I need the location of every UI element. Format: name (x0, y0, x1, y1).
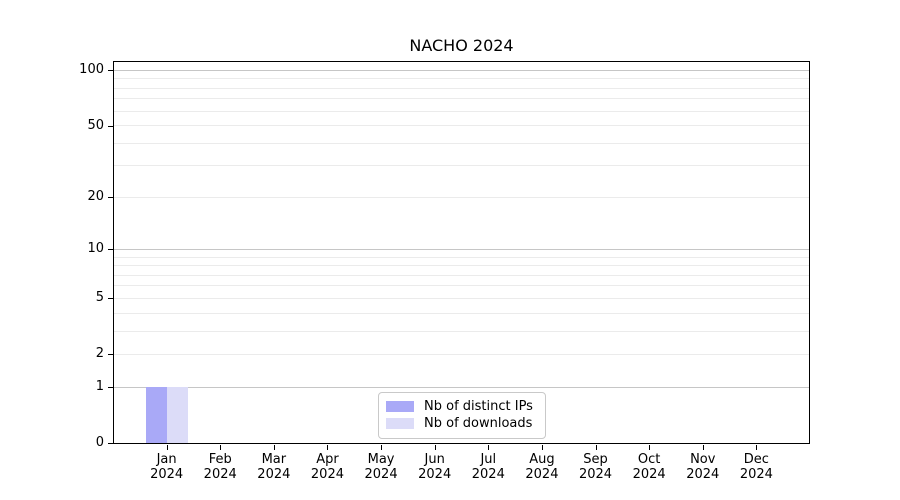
gridline (114, 142, 809, 144)
gridline (114, 110, 809, 112)
y-tick-label: 5 (95, 290, 104, 306)
bar-downloads (167, 387, 189, 443)
gridline (114, 330, 809, 332)
x-tick-label: Mar 2024 (257, 452, 291, 482)
gridline (114, 248, 809, 250)
x-tick-label: May 2024 (364, 452, 398, 482)
x-tick-label: Jul 2024 (471, 452, 505, 482)
y-axis-tick (108, 70, 113, 72)
x-axis-tick (166, 445, 168, 450)
y-tick-label: 2 (95, 346, 104, 362)
y-axis-tick (108, 197, 113, 199)
x-axis-tick (649, 445, 651, 450)
legend: Nb of distinct IPs Nb of downloads (378, 392, 546, 439)
y-axis-tick (108, 249, 113, 251)
x-tick-label: Nov 2024 (686, 452, 720, 482)
x-tick-label: Apr 2024 (310, 452, 344, 482)
x-tick-label: Jun 2024 (418, 452, 452, 482)
y-tick-label: 1 (95, 379, 104, 395)
plot-area (113, 61, 810, 444)
gridline (114, 353, 809, 355)
gridline (114, 78, 809, 80)
y-axis-tick (108, 387, 113, 389)
y-axis-tick (108, 125, 113, 127)
bar-distinct-ips (146, 387, 168, 443)
x-axis-tick (381, 445, 383, 450)
gridline (114, 69, 809, 71)
legend-swatch-downloads-icon (386, 418, 414, 429)
legend-label-downloads: Nb of downloads (424, 415, 533, 431)
x-axis-tick (327, 445, 329, 450)
gridline (114, 297, 809, 299)
y-tick-label: 50 (87, 117, 104, 133)
y-tick-label: 100 (79, 62, 104, 78)
x-tick-label: Oct 2024 (632, 452, 666, 482)
legend-item-downloads: Nb of downloads (386, 415, 537, 432)
gridline (114, 265, 809, 267)
x-axis-tick (273, 445, 275, 450)
gridline (114, 165, 809, 167)
y-tick-label: 10 (87, 241, 104, 257)
y-axis-tick (108, 443, 113, 444)
x-axis-tick (756, 445, 758, 450)
gridline (114, 256, 809, 258)
legend-item-distinct-ips: Nb of distinct IPs (386, 398, 537, 415)
gridline (114, 98, 809, 100)
gridline (114, 386, 809, 388)
bars-layer (114, 62, 809, 443)
x-tick-label: Feb 2024 (203, 452, 237, 482)
y-tick-label: 0 (95, 435, 104, 450)
chart-title: NACHO 2024 (409, 36, 514, 55)
x-tick-label: Aug 2024 (525, 452, 559, 482)
x-tick-label: Jan 2024 (150, 452, 184, 482)
gridlines-layer (114, 62, 809, 443)
legend-swatch-distinct-ips-icon (386, 401, 414, 412)
x-axis-tick (541, 445, 543, 450)
x-axis-tick (434, 445, 436, 450)
y-axis-tick (108, 298, 113, 300)
gridline (114, 274, 809, 276)
gridline (114, 87, 809, 89)
gridline (114, 285, 809, 287)
x-axis-tick (595, 445, 597, 450)
gridline (114, 312, 809, 314)
x-axis-tick (220, 445, 222, 450)
x-tick-label: Sep 2024 (578, 452, 613, 482)
legend-label-distinct-ips: Nb of distinct IPs (424, 398, 533, 414)
x-axis-tick (488, 445, 490, 450)
gridline (114, 125, 809, 127)
x-axis-tick (702, 445, 704, 450)
y-axis-tick (108, 354, 113, 356)
gridline (114, 196, 809, 198)
y-tick-label: 20 (87, 189, 104, 205)
x-tick-label: Dec 2024 (739, 452, 773, 482)
